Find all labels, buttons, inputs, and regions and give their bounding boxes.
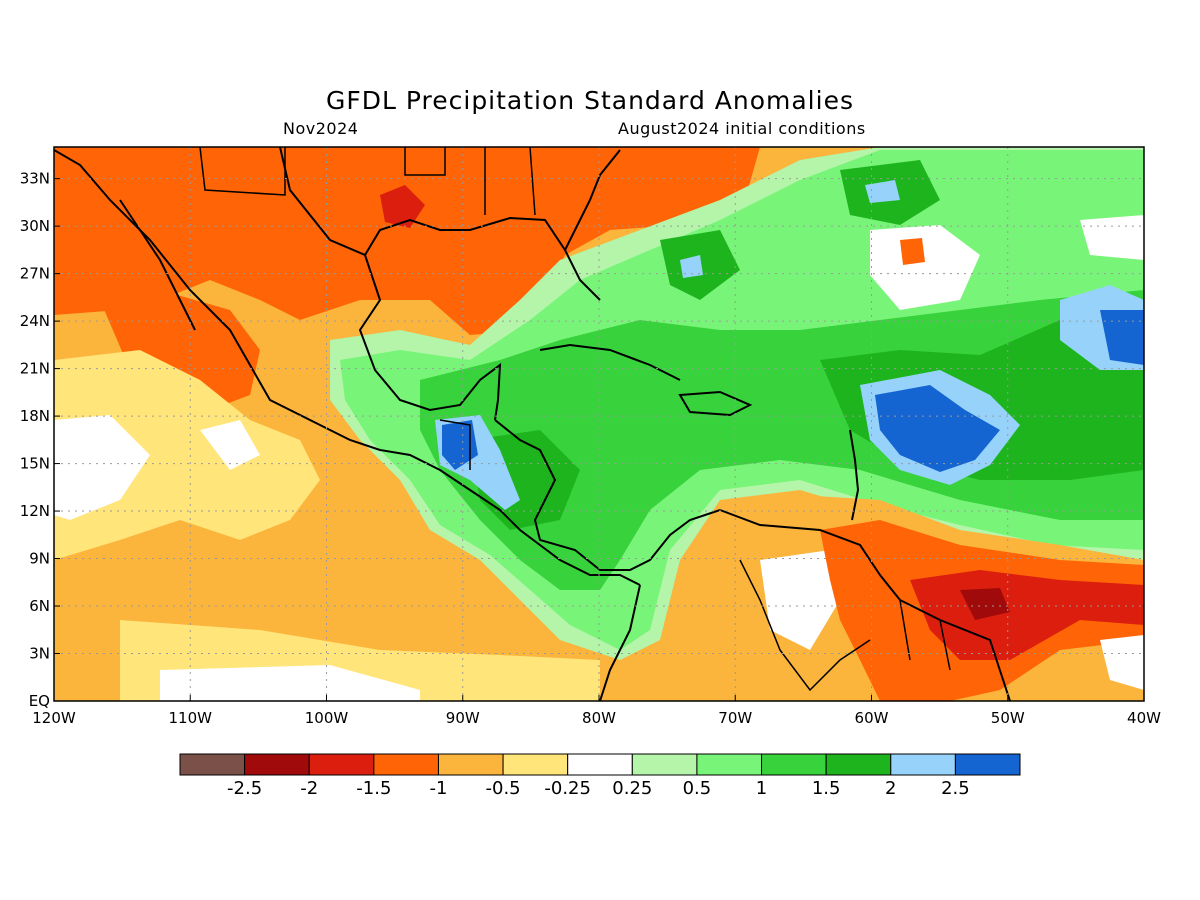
lon-tick-label: 50W (991, 709, 1025, 727)
field-white-pacific (54, 415, 150, 520)
colorbar-label: -1.5 (356, 778, 391, 799)
colorbar-label: -0.25 (544, 778, 591, 799)
coastline-florida (564, 149, 621, 251)
lon-tick-label: 60W (855, 709, 889, 727)
field-white-pacific-3 (160, 665, 420, 701)
field-darkred-sa (960, 588, 1010, 620)
chart-title: GFDL Precipitation Standard Anomalies (326, 86, 854, 115)
coastline-south-america (599, 509, 1011, 701)
lon-tick-label: 120W (32, 709, 76, 727)
colorbar-label: 2 (885, 778, 896, 799)
coastline-hispaniola (678, 390, 753, 417)
colorbar-label: 2.5 (941, 778, 970, 799)
colorbar-swatch (631, 753, 698, 776)
field-blue-guatemala (442, 420, 478, 470)
field-yellow-pacific (54, 350, 320, 560)
field-blue-light-bahamas (680, 255, 703, 278)
colorbar-swatch (761, 753, 827, 776)
colorbar-label: -2 (300, 778, 318, 799)
lat-tick-label: 15N (20, 455, 50, 473)
colorbar-swatch (244, 753, 310, 776)
colorbar-swatch (308, 753, 375, 776)
lat-tick-label: 18N (20, 407, 50, 425)
coastline-mexico-pacific (54, 149, 641, 586)
field-blue-atlantic (875, 385, 1000, 472)
lon-tick-label: 70W (718, 709, 752, 727)
colorbar-swatch (954, 753, 1021, 776)
lon-tick-label: 110W (169, 709, 213, 727)
field-red-texas (380, 185, 425, 228)
coastline-lesser-antilles (849, 429, 860, 521)
field-blue-light-ne (865, 180, 900, 203)
lat-tick-label: 21N (20, 360, 50, 378)
lat-tick-label: 27N (20, 265, 50, 283)
lat-tick-label: 12N (20, 502, 50, 520)
coastline-baja (119, 199, 196, 331)
colorbar-label: 1.5 (812, 778, 841, 799)
lat-tick-label: 3N (29, 645, 50, 663)
field-orange-atlantic-spot (900, 238, 925, 265)
field-white-pacific-2 (200, 420, 260, 470)
colorbar-label: 1 (756, 778, 767, 799)
coastline-cuba (539, 343, 681, 381)
lat-tick-label: 33N (20, 170, 50, 188)
colorbar-swatch (373, 753, 439, 776)
field-orange-west (54, 200, 120, 310)
colorbar-swatch (696, 753, 763, 776)
colorbar-label: 0.25 (612, 778, 652, 799)
coastlines (54, 147, 1011, 701)
lon-tick-label: 90W (446, 709, 480, 727)
colorbar-label: -2.5 (227, 778, 262, 799)
coastline-us-gulf (364, 216, 601, 301)
colorbar-label: 0.5 (683, 778, 712, 799)
colorbar-label: -1 (429, 778, 447, 799)
forecast-month: Nov2024 (283, 119, 359, 138)
lon-tick-label: 80W (582, 709, 616, 727)
lat-tick-label: 30N (20, 217, 50, 235)
field-orange-north (54, 147, 760, 335)
gridlines (54, 147, 1144, 701)
field-white-se (1100, 635, 1144, 690)
colorbar-swatch (890, 753, 956, 776)
colorbar-swatch (567, 753, 633, 776)
field-white-east (1080, 215, 1144, 260)
anomaly-field (54, 147, 1144, 701)
colorbar-swatch (825, 753, 892, 776)
lat-tick-label: EQ (29, 692, 50, 710)
field-blue-east (1100, 310, 1144, 365)
colorbar-swatch (437, 753, 504, 776)
field-white-sa (760, 550, 840, 650)
coastline-gulf (279, 147, 502, 421)
lon-tick-label: 100W (305, 709, 349, 727)
country-borders (199, 147, 951, 692)
lat-tick-label: 24N (20, 312, 50, 330)
initial-conditions: August2024 initial conditions (618, 119, 866, 138)
coastline-central-america-caribbean (494, 419, 721, 571)
colorbar-swatch (502, 753, 569, 776)
lat-axis: 33N 30N 27N 24N 21N 18N 15N 12N 9N 6N 3N EQ (20, 170, 60, 710)
lon-axis: 120W 110W 100W 90W 80W 70W 60W 50W 40W (32, 695, 1161, 727)
lat-tick-label: 9N (29, 550, 50, 568)
colorbar: -2.5 -2 -1.5 -1 -0.5 -0.25 0.25 0.5 1 1.5 2 2.5 (179, 753, 1021, 799)
lat-tick-label: 6N (29, 597, 50, 615)
lon-tick-label: 40W (1127, 709, 1161, 727)
colorbar-label: -0.5 (486, 778, 521, 799)
colorbar-swatch (179, 753, 246, 776)
field-white-atlantic (870, 225, 980, 310)
